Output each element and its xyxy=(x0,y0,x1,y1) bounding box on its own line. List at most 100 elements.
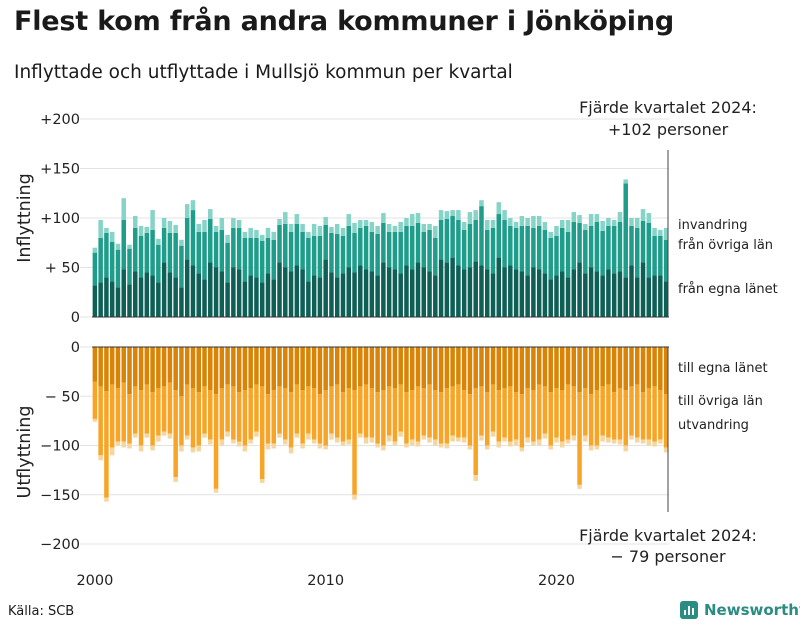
bar-in-1 xyxy=(283,223,288,268)
x-tick-label: 2020 xyxy=(538,573,575,589)
bar-in-0 xyxy=(369,271,375,317)
bar-in-2 xyxy=(156,238,161,245)
bar-out-0 xyxy=(317,347,323,395)
bar-out-0 xyxy=(461,347,467,391)
bar-in-0 xyxy=(392,269,398,317)
bar-in-1 xyxy=(594,221,600,272)
bar-out-1 xyxy=(271,390,276,444)
bar-out-2 xyxy=(496,441,502,448)
bar-out-1 xyxy=(254,384,259,432)
bar-out-0 xyxy=(231,347,236,387)
brand-name: Newsworthy xyxy=(704,601,800,619)
bar-out-0 xyxy=(306,347,311,387)
bar-in-1 xyxy=(248,237,253,276)
bar-in-1 xyxy=(104,232,109,278)
bar-in-2 xyxy=(456,210,461,220)
bar-out-0 xyxy=(490,347,496,385)
bar-in-2 xyxy=(560,219,565,228)
bar-out-2 xyxy=(421,435,427,440)
bar-out-2 xyxy=(352,494,357,500)
bar-in-1 xyxy=(386,231,392,268)
bar-out-2 xyxy=(208,439,213,445)
bar-out-1 xyxy=(294,384,300,434)
series-label-out: utvandring xyxy=(678,418,749,433)
bar-out-0 xyxy=(467,347,473,395)
bar-in-0 xyxy=(334,277,340,317)
bar-in-0 xyxy=(450,257,455,317)
bar-out-2 xyxy=(219,439,225,446)
bar-in-0 xyxy=(600,275,605,317)
bar-out-2 xyxy=(150,445,155,451)
bar-out-0 xyxy=(213,347,219,395)
bar-in-1 xyxy=(254,237,259,278)
bar-out-2 xyxy=(392,441,398,446)
bar-out-0 xyxy=(242,347,248,391)
bar-out-0 xyxy=(421,347,427,389)
bar-out-0 xyxy=(473,347,478,389)
bar-out-1 xyxy=(109,384,115,448)
bar-in-0 xyxy=(629,265,634,317)
bar-out-1 xyxy=(536,384,542,440)
bar-out-1 xyxy=(225,384,230,432)
y-tick-label-in: +100 xyxy=(40,211,80,227)
bar-out-1 xyxy=(565,384,571,440)
bar-in-0 xyxy=(329,272,334,317)
bar-in-0 xyxy=(363,269,369,317)
bar-in-1 xyxy=(508,225,513,266)
bar-in-0 xyxy=(461,269,467,317)
bar-out-0 xyxy=(375,347,380,393)
bar-in-1 xyxy=(231,227,236,268)
bar-in-2 xyxy=(334,223,340,234)
bar-in-2 xyxy=(594,214,600,222)
bar-out-2 xyxy=(438,443,444,448)
bar-out-0 xyxy=(334,347,340,385)
bar-out-0 xyxy=(369,347,375,389)
bar-in-1 xyxy=(92,252,98,286)
bar-in-0 xyxy=(121,269,126,317)
y-tick-label-in: 0 xyxy=(71,310,80,326)
bar-in-0 xyxy=(115,287,121,317)
bar-out-2 xyxy=(167,433,173,439)
bar-out-0 xyxy=(225,347,230,385)
bar-out-2 xyxy=(444,443,450,449)
bar-out-2 xyxy=(646,439,652,446)
bar-in-1 xyxy=(496,214,502,258)
bar-in-1 xyxy=(127,248,132,285)
bar-out-0 xyxy=(265,347,271,395)
bar-out-2 xyxy=(259,478,265,483)
bar-in-2 xyxy=(184,204,190,218)
bar-out-1 xyxy=(444,388,450,444)
bar-in-2 xyxy=(127,244,132,249)
bar-out-1 xyxy=(369,388,375,438)
bar-in-1 xyxy=(409,225,415,270)
bar-in-1 xyxy=(300,231,305,270)
bar-in-1 xyxy=(109,241,115,282)
bar-out-1 xyxy=(265,394,271,444)
bar-in-2 xyxy=(219,218,225,230)
bar-in-0 xyxy=(456,265,461,317)
bar-out-0 xyxy=(583,347,588,389)
bar-in-2 xyxy=(658,229,663,236)
bar-in-0 xyxy=(167,272,173,317)
bar-out-1 xyxy=(473,388,478,476)
bar-out-1 xyxy=(438,392,444,444)
bar-in-2 xyxy=(92,247,98,253)
bar-in-2 xyxy=(306,231,311,238)
bar-in-1 xyxy=(358,227,363,266)
bar-in-0 xyxy=(427,271,432,317)
bar-in-0 xyxy=(652,275,657,317)
bar-in-1 xyxy=(265,237,271,274)
bar-in-0 xyxy=(415,262,421,317)
bar-out-0 xyxy=(571,347,577,387)
bar-out-0 xyxy=(611,347,617,393)
bar-out-1 xyxy=(288,392,294,448)
brand-logo[interactable]: Newsworthy xyxy=(680,601,800,619)
y-tick-label-in: + 50 xyxy=(45,261,80,277)
bar-out-2 xyxy=(329,433,334,440)
bar-in-0 xyxy=(265,273,271,317)
bar-in-1 xyxy=(294,223,300,266)
bar-out-0 xyxy=(363,347,369,385)
bar-in-0 xyxy=(375,275,380,317)
bar-out-1 xyxy=(375,392,380,444)
bar-in-2 xyxy=(623,179,628,184)
